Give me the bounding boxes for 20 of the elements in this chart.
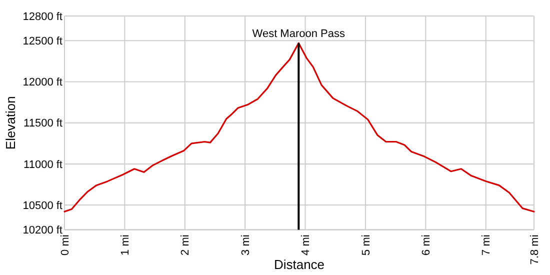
x-tick-label: 0 mi: [59, 234, 72, 256]
x-tick-label: 6 mi: [420, 234, 433, 256]
x-tick-label: 7 mi: [480, 234, 493, 256]
y-tick-label: 10500 ft: [22, 200, 62, 212]
x-tick-label: 2 mi: [180, 234, 192, 256]
y-tick-label: 11000 ft: [24, 158, 62, 171]
x-tick-label: 7.8 mi: [528, 234, 541, 265]
y-tick-label: 10200 ft: [22, 224, 62, 237]
x-tick-label: 5 mi: [360, 234, 372, 256]
x-tick-label: 4 mi: [300, 234, 312, 256]
y-axis-title: Elevation: [3, 96, 18, 150]
line-series: [64, 42, 535, 212]
ref-line-label: West Maroon Pass: [252, 28, 346, 40]
x-axis-title: Distance: [274, 257, 325, 272]
y-tick-label: 12500 ft: [22, 36, 62, 48]
x-tick-label: 1 mi: [120, 234, 132, 256]
y-tick-label: 11500 ft: [24, 118, 62, 130]
x-tick-label: 3 mi: [240, 234, 252, 256]
y-tick-label: 12800 ft: [22, 10, 62, 23]
y-tick-label: 12000 ft: [22, 76, 62, 89]
